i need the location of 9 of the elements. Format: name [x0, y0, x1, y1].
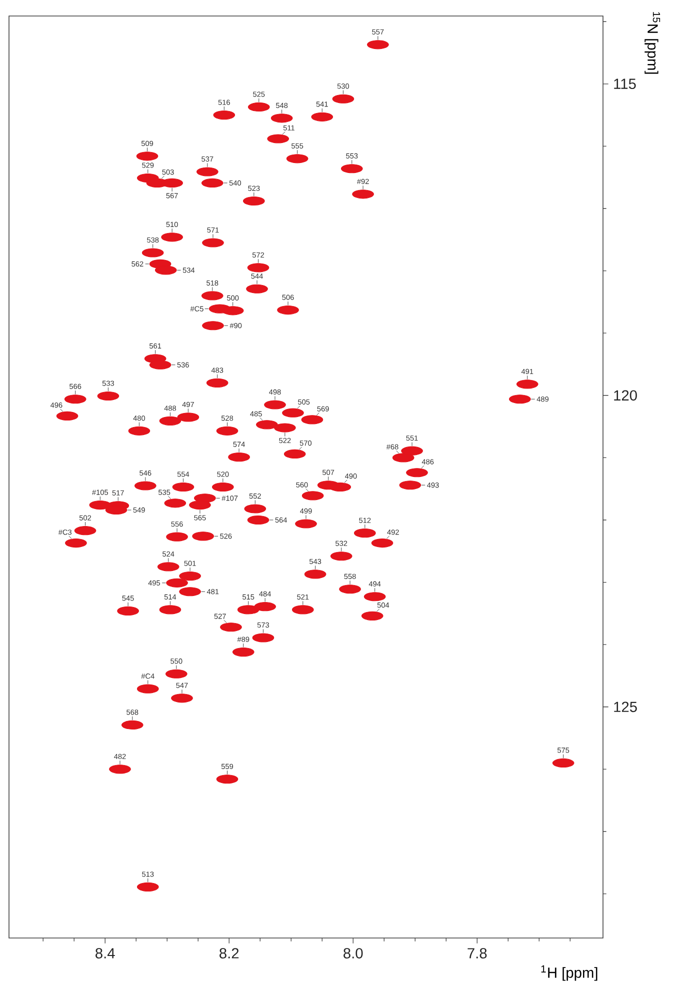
y-tick-label: 120 — [614, 390, 637, 401]
x-tick-label: 8.4 — [96, 948, 115, 958]
x-axis-title: $^{1}$H [ppm] — [541, 965, 598, 981]
y-axis-title: $^{15}$N [ppm] — [644, 12, 660, 74]
x-tick-label: 8.2 — [220, 948, 239, 958]
x-tick-label: 8.0 — [344, 948, 363, 958]
y-tick-label: 125 — [614, 702, 637, 712]
y-tick-label: 115 — [614, 78, 636, 90]
x-tick-label: 7.8 — [468, 948, 487, 958]
